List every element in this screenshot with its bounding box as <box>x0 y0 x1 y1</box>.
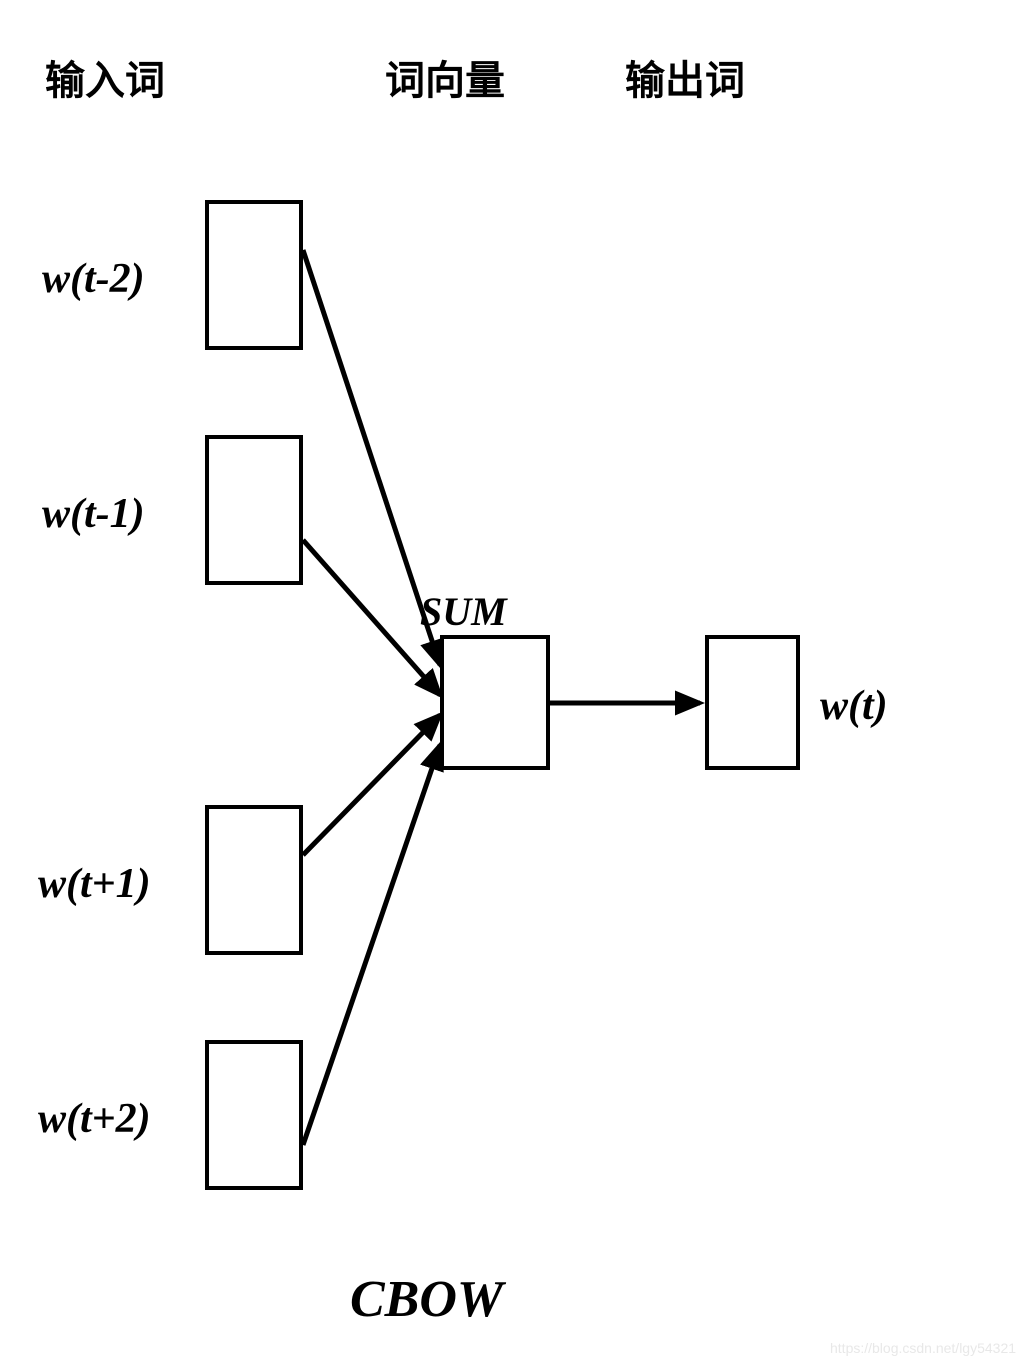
sum-label: SUM <box>420 588 507 635</box>
input-box-wt-2 <box>205 200 303 350</box>
output-label: w(t) <box>820 682 888 730</box>
input-box-wt+1 <box>205 805 303 955</box>
header-vector-label: 词向量 <box>385 48 505 106</box>
header-input-label: 输入词 <box>45 48 165 106</box>
input-label-wt-2: w(t-2) <box>42 255 145 303</box>
input-box-wt-1 <box>205 435 303 585</box>
watermark-text: https://blog.csdn.net/lgy54321 <box>830 1340 1016 1356</box>
diagram-title: CBOW <box>350 1270 503 1329</box>
input-box-wt+2 <box>205 1040 303 1190</box>
input-label-wt+2: w(t+2) <box>38 1095 151 1143</box>
input-label-wt-1: w(t-1) <box>42 490 145 538</box>
input-label-wt+1: w(t+1) <box>38 860 151 908</box>
output-box <box>705 635 800 770</box>
sum-box <box>440 635 550 770</box>
header-output-label: 输出词 <box>625 48 745 106</box>
